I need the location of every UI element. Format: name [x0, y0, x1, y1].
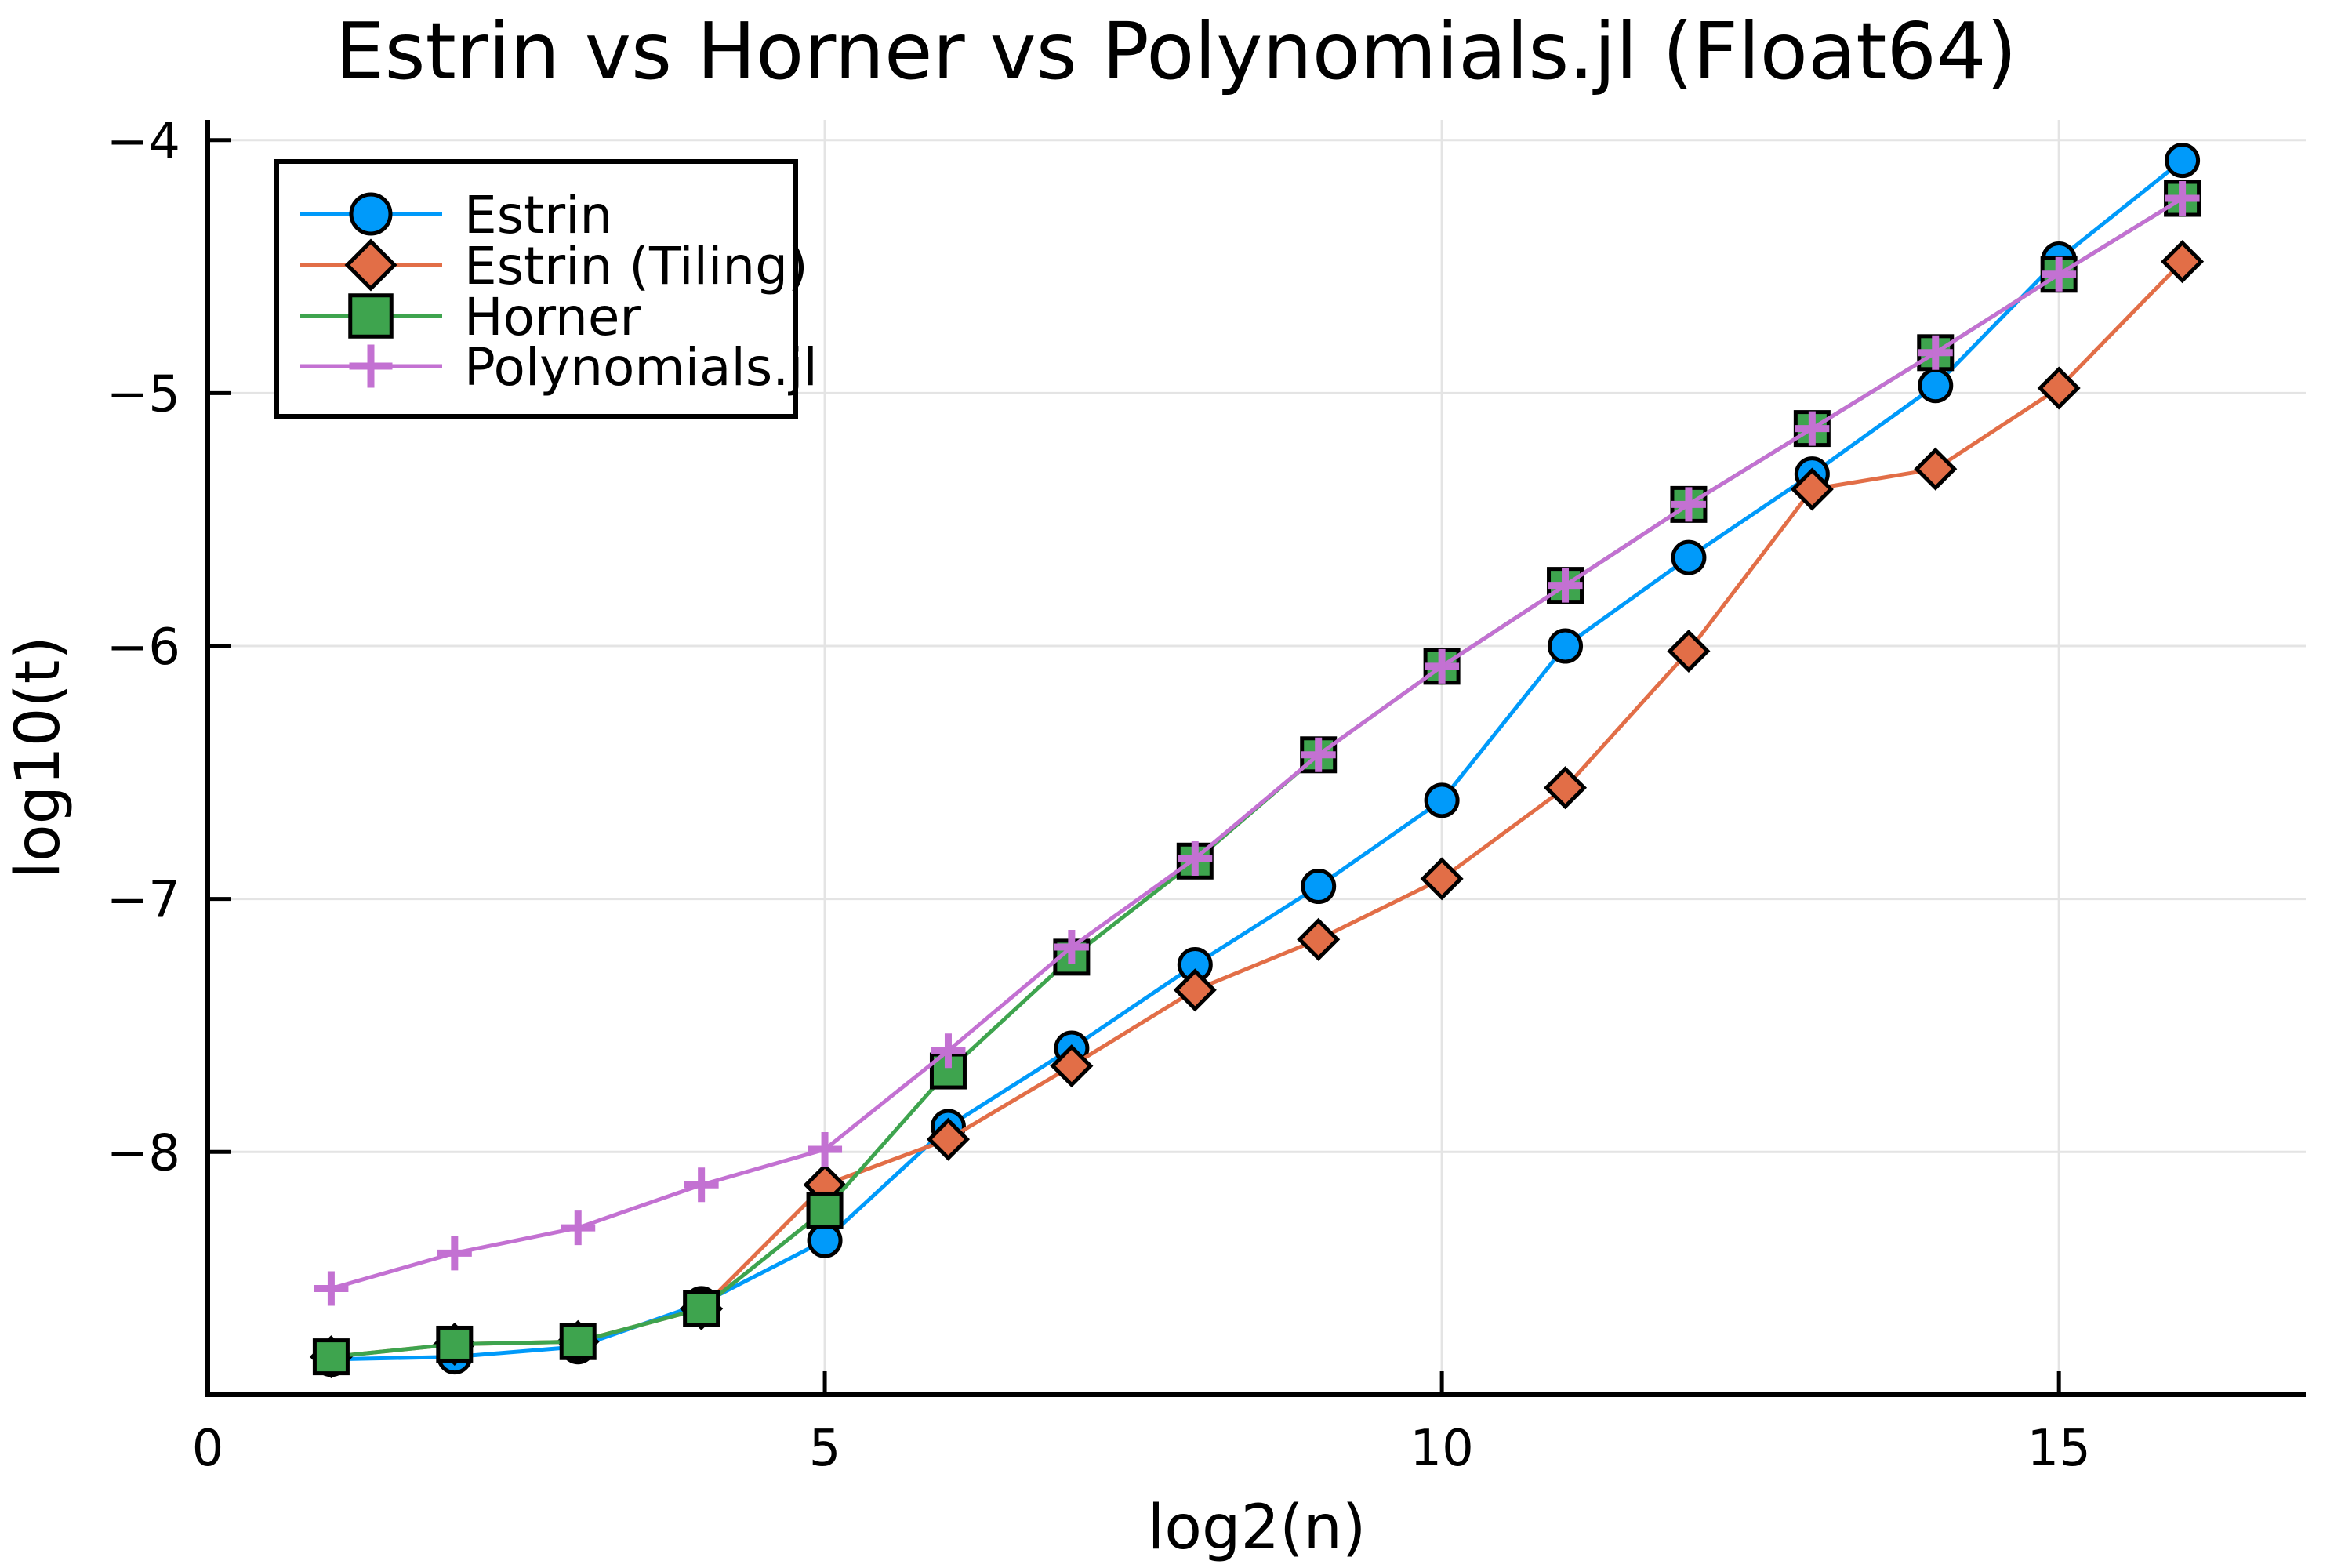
- legend-square-marker: [348, 293, 394, 339]
- series-estrin-tiling--diamond-marker: [1297, 917, 1341, 961]
- x-tick-label: 5: [809, 1420, 841, 1478]
- series-estrin-circle-marker: [1301, 869, 1337, 905]
- y-tick-label: −7: [107, 872, 180, 930]
- plot-title: Estrin vs Horner vs Polynomials.jl (Floa…: [335, 5, 2016, 97]
- series-horner-square-marker: [559, 1323, 597, 1360]
- legend-label: Estrin (Tiling): [464, 236, 808, 296]
- series-estrin-tiling--diamond-marker: [1790, 467, 1834, 511]
- series-estrin-tiling--diamond-marker: [926, 1117, 971, 1161]
- series-estrin-tiling--diamond-marker: [2161, 240, 2205, 284]
- y-tick-label: −6: [107, 619, 180, 677]
- series-estrin-circle-marker: [1424, 782, 1460, 818]
- series-estrin-tiling--diamond-marker: [1914, 447, 1958, 491]
- series-estrin-tiling--diamond-marker: [1543, 766, 1588, 810]
- series-estrin-circle-marker: [1918, 368, 1954, 404]
- y-tick-label: −5: [107, 365, 180, 423]
- legend-circle-marker: [349, 192, 393, 236]
- series-estrin-circle-marker: [1548, 628, 1584, 664]
- legend-label: Polynomials.jl: [464, 337, 818, 397]
- series-estrin-circle-marker: [1671, 539, 1707, 575]
- y-axis-label: log10(t): [3, 636, 74, 879]
- series-estrin-tiling--diamond-marker: [1173, 968, 1217, 1012]
- legend-label: Horner: [464, 287, 641, 347]
- series-horner-square-marker: [806, 1191, 844, 1229]
- x-tick-label: 0: [192, 1420, 224, 1478]
- y-tick-label: −4: [107, 113, 180, 171]
- series-estrin-tiling--diamond-marker: [2037, 366, 2081, 410]
- x-tick-label: 10: [1410, 1420, 1473, 1478]
- legend-diamond-marker: [344, 238, 397, 292]
- y-tick-label: −8: [107, 1124, 180, 1182]
- series-line-polynomials-jl: [330, 196, 2183, 1290]
- series-estrin-tiling--diamond-marker: [1420, 857, 1464, 901]
- series-horner-square-marker: [683, 1290, 720, 1327]
- x-axis-label: log2(n): [1148, 1493, 1367, 1563]
- series-horner-square-marker: [312, 1338, 350, 1376]
- series-horner-square-marker: [436, 1325, 474, 1363]
- x-tick-label: 15: [2027, 1420, 2090, 1478]
- series-estrin-circle-marker: [807, 1222, 843, 1258]
- legend-label: Estrin: [464, 185, 612, 245]
- series-estrin-tiling--diamond-marker: [1667, 629, 1711, 673]
- series-estrin-circle-marker: [2165, 143, 2201, 179]
- series-estrin-tiling--diamond-marker: [1050, 1044, 1094, 1088]
